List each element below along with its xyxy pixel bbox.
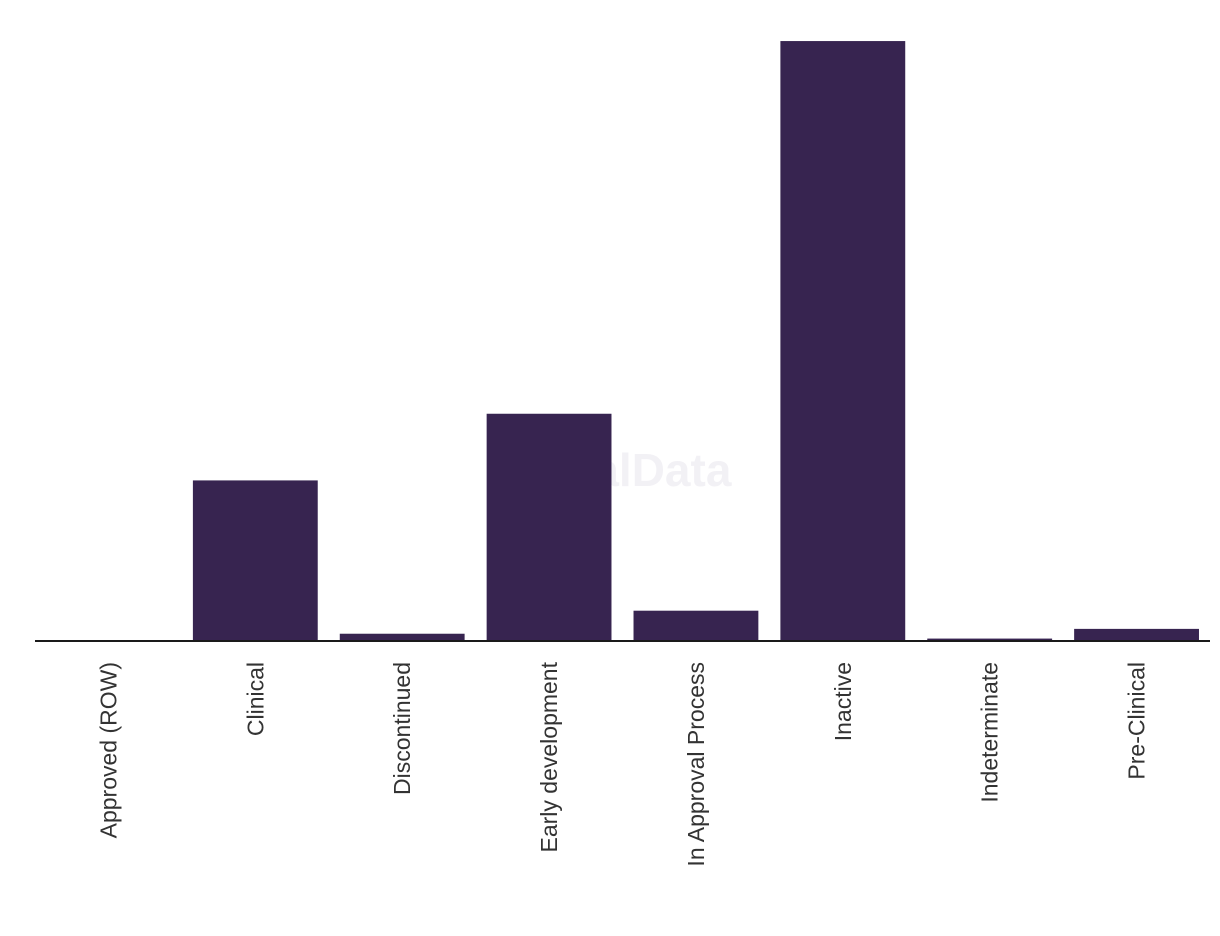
bar-pre-clinical (1074, 628, 1199, 641)
x-tick-label: Early development (536, 661, 562, 852)
bars-group (192, 41, 1199, 642)
x-tick-label: Inactive (830, 662, 856, 741)
bar-inactive (780, 41, 906, 642)
x-tick-labels: Approved (ROW) Clinical Discontinued Early … (95, 661, 1149, 866)
bar-indeterminate (927, 638, 1053, 641)
x-tick-label: Discontinued (389, 662, 415, 795)
x-tick-label: Indeterminate (977, 662, 1003, 803)
bar-clinical (192, 480, 318, 641)
x-tick-label: Pre-Clinical (1124, 662, 1150, 780)
bar-early-development (486, 413, 612, 641)
x-tick-label: Clinical (242, 662, 268, 736)
bar-discontinued (339, 633, 465, 641)
x-tick-label: In Approval Process (683, 662, 709, 867)
bar-in-approval-process (633, 610, 759, 641)
x-tick-label: Approved (ROW) (95, 662, 121, 838)
